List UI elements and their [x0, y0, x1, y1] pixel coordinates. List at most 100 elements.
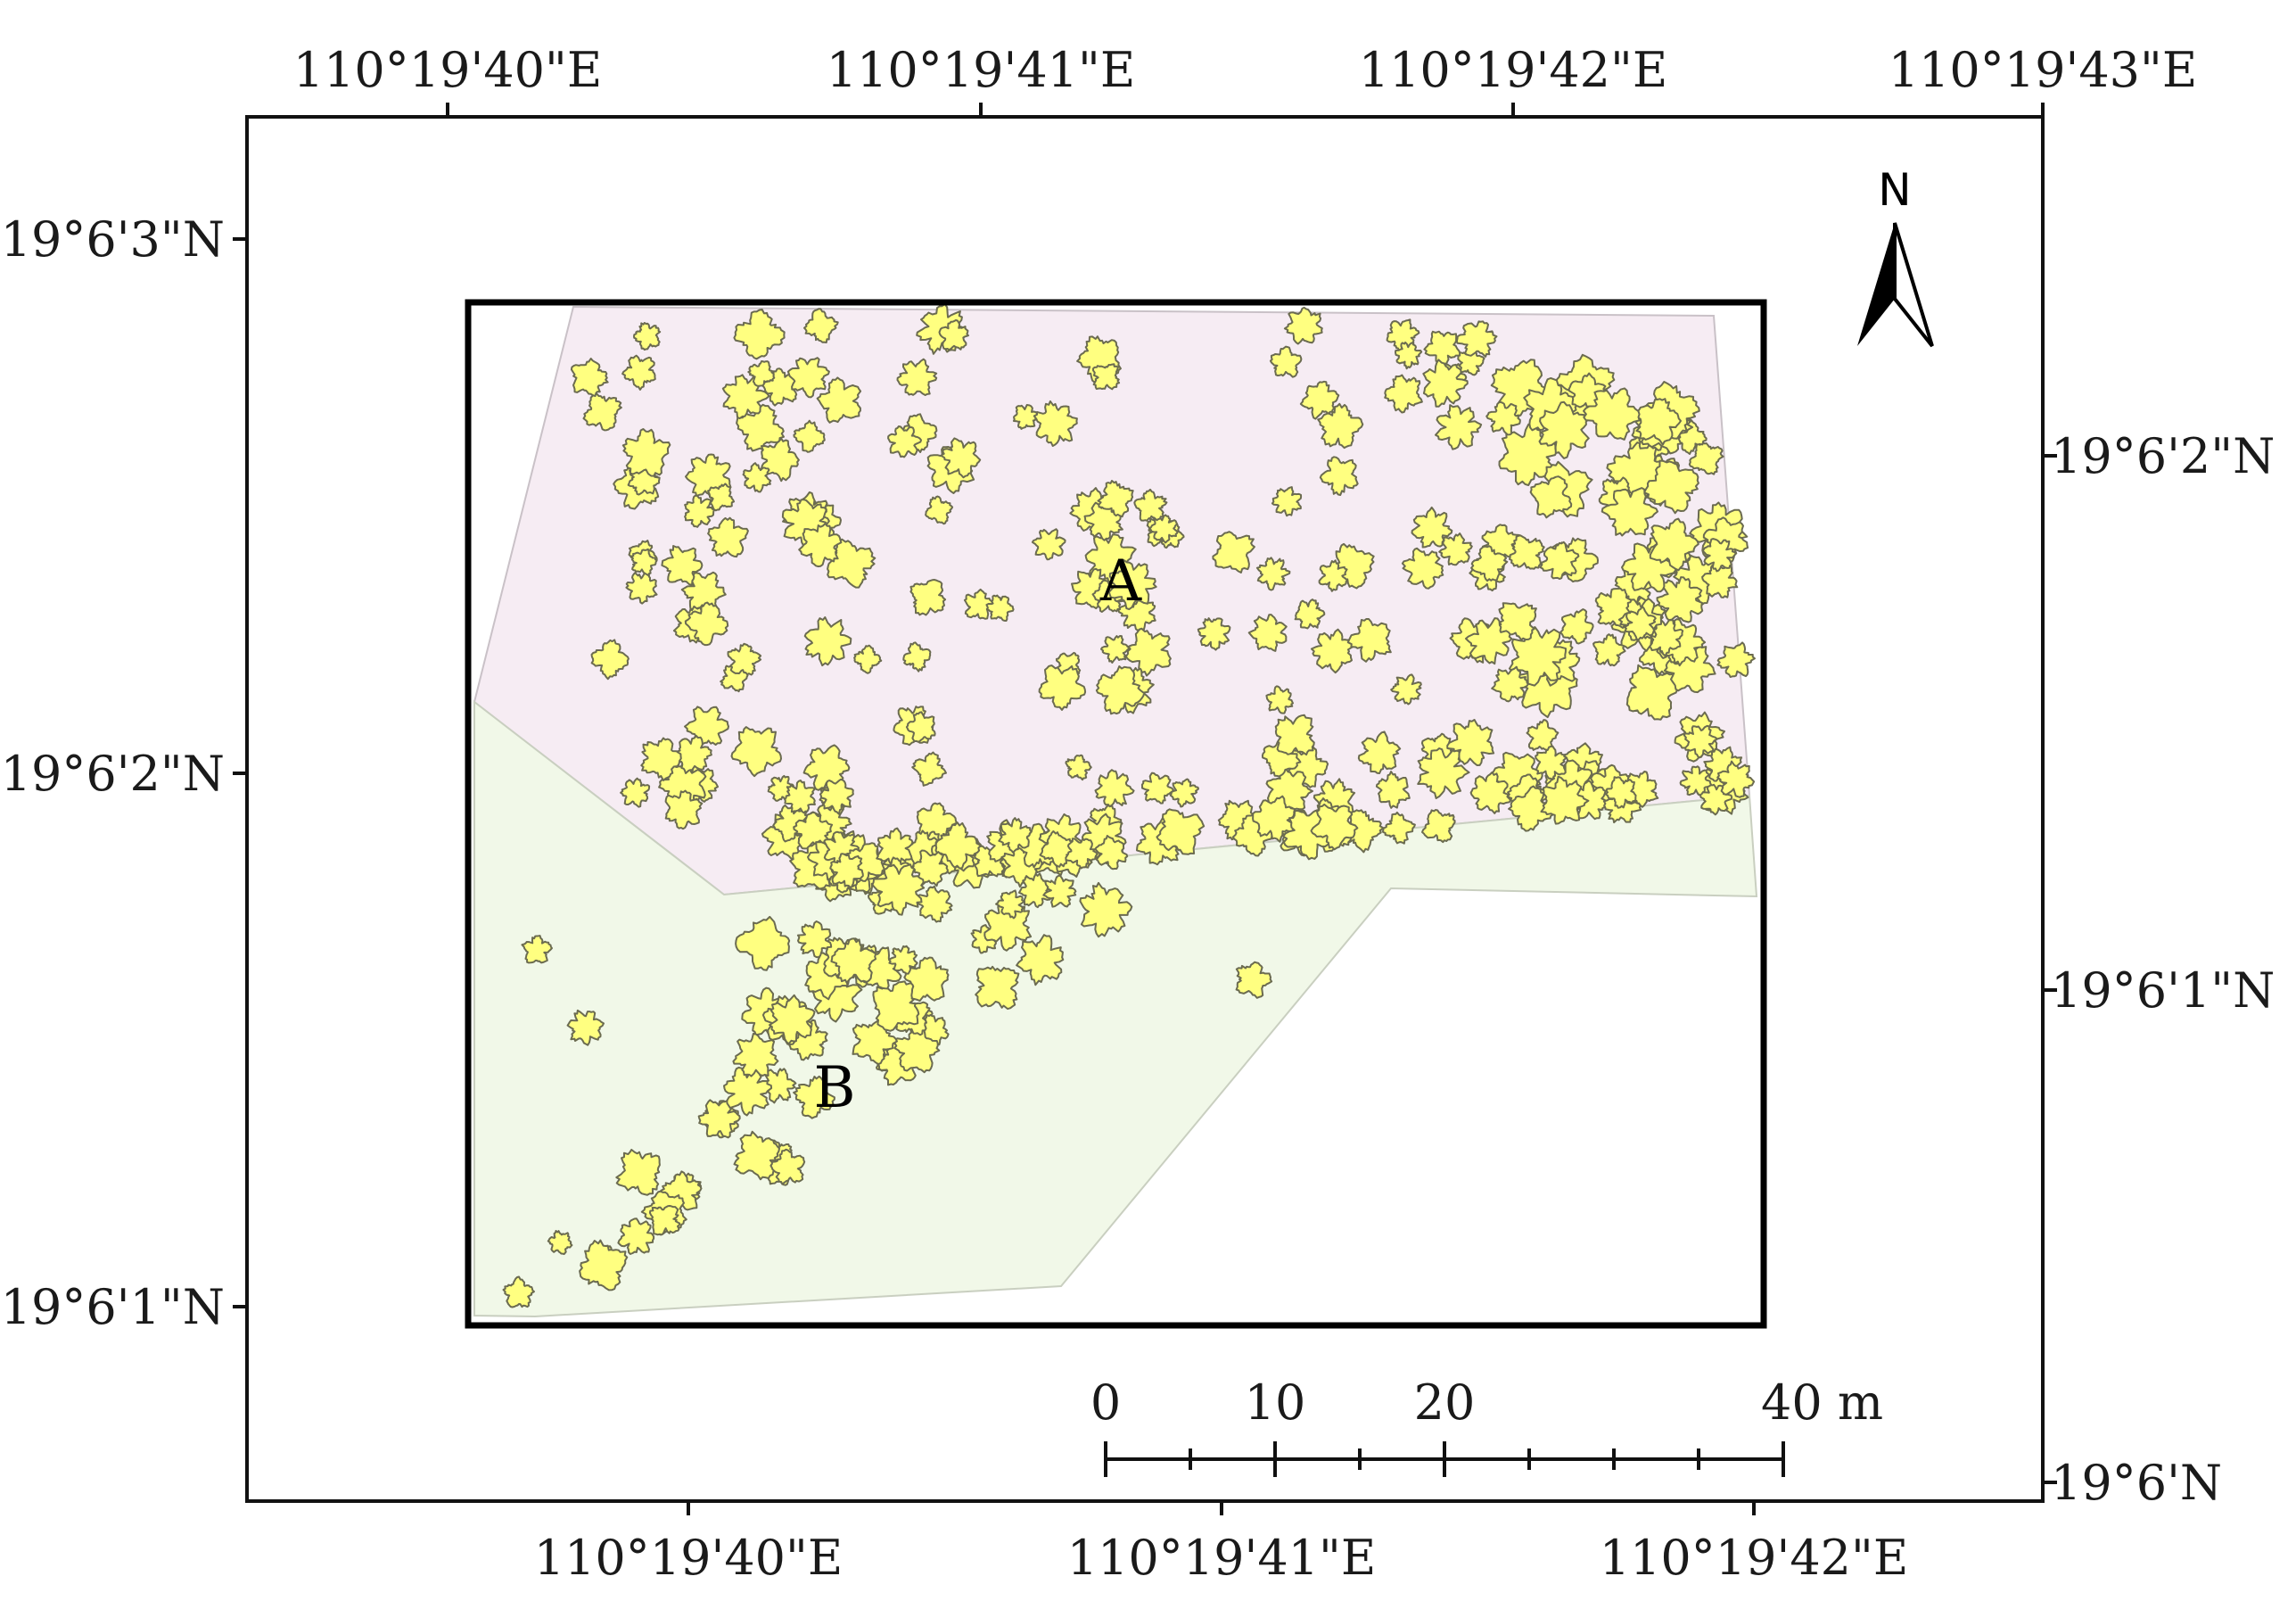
north-arrow: N [1857, 164, 1934, 348]
tree-crown [1485, 400, 1521, 436]
left-lat-label-2: 19°6'2"N [1, 746, 225, 802]
tree-crown [1065, 838, 1099, 870]
tree-crown [1319, 456, 1359, 496]
tree-crown [1683, 724, 1718, 759]
left-latitude-labels: 19°6'3"N 19°6'2"N 19°6'1"N [1, 211, 225, 1335]
tree-crown [798, 523, 843, 568]
tree-crown [902, 641, 932, 673]
tree-crown [1679, 765, 1712, 796]
tree-crown [1310, 803, 1359, 851]
tree-crown [1559, 608, 1594, 645]
tree-crown [521, 935, 553, 964]
tree-crown [1540, 775, 1590, 825]
tree-crown [940, 437, 982, 479]
top-lon-label-2: 110°19'41"E [827, 42, 1136, 98]
tree-crown [1529, 475, 1573, 519]
tree-crown [934, 821, 983, 870]
tree-crown [1038, 664, 1087, 711]
tree-crown [784, 780, 816, 814]
tree-crown [1169, 778, 1199, 808]
tree-crown [1435, 404, 1483, 450]
tree-crown [916, 885, 953, 923]
tree-crown [1097, 480, 1134, 518]
tree-crown [1508, 785, 1555, 832]
tree-crown [1346, 618, 1392, 663]
tree-crown [736, 403, 785, 452]
tree-crown [547, 1230, 573, 1256]
tree-crown [1012, 404, 1040, 430]
tree-crown [1643, 459, 1699, 515]
tree-crown [1310, 628, 1355, 674]
tree-crown [876, 827, 914, 870]
tree-crown [1438, 532, 1473, 566]
tree-crown [761, 437, 800, 483]
tree-crown [893, 1025, 941, 1074]
tree-crown [1465, 617, 1513, 665]
tree-crown [1140, 772, 1174, 805]
tree-crown [733, 309, 786, 360]
tree-crown [1124, 627, 1172, 677]
right-latitude-labels: 19°6'2"N 19°6'1"N 19°6'N [2051, 428, 2275, 1511]
tree-crowns [502, 302, 1756, 1308]
tree-crown [853, 644, 883, 674]
tree-crown [995, 889, 1025, 920]
tree-crown [998, 817, 1033, 854]
tree-crown [1252, 795, 1297, 843]
tree-crown [640, 737, 682, 781]
tree-crown [1133, 488, 1168, 522]
tree-crown [796, 920, 833, 959]
tree-crown [1649, 517, 1699, 572]
tree-crown [1508, 624, 1567, 687]
tree-crown [871, 863, 926, 916]
bottom-longitude-labels: 110°19'40"E 110°19'41"E 110°19'42"E [534, 1530, 1909, 1586]
tree-crown [579, 1239, 629, 1292]
tree-crown [963, 588, 995, 620]
tree-crown [1421, 809, 1456, 844]
scale-label-40: 40 m [1761, 1374, 1883, 1431]
tree-crown [1299, 380, 1340, 420]
tree-crown [1601, 487, 1658, 537]
tree-crown [769, 1148, 806, 1185]
tree-crown [1395, 341, 1423, 370]
zone-a-label: A [1099, 549, 1142, 615]
scale-bar: 0 10 20 40 m [1090, 1374, 1883, 1477]
tree-crown [1094, 835, 1129, 871]
tree-crown [830, 937, 877, 984]
tree-crown [1446, 719, 1495, 766]
tree-crown [684, 706, 729, 746]
tree-crown [633, 322, 662, 351]
tree-crown [617, 1217, 655, 1255]
tree-crown [620, 777, 651, 808]
tree-crown [684, 494, 715, 528]
tree-crown [1065, 754, 1092, 781]
tree-crown [909, 579, 947, 616]
tree-crown [1604, 776, 1637, 809]
tree-crown [747, 360, 776, 387]
tree-crown [1701, 538, 1737, 573]
tree-crown [1156, 808, 1206, 855]
tree-crown [888, 945, 918, 975]
left-lat-label-3: 19°6'1"N [1, 1279, 225, 1335]
tree-crown [732, 1032, 779, 1077]
tree-crown [1509, 534, 1545, 570]
tree-crown [1357, 730, 1402, 774]
tree-crown [1470, 545, 1509, 582]
tree-crown [621, 354, 656, 391]
tree-crown [730, 726, 782, 778]
tree-crown [1384, 374, 1423, 414]
tree-crown [1401, 547, 1444, 590]
tree-crown [615, 1149, 661, 1196]
tree-crown [1634, 398, 1682, 446]
tree-crown [661, 545, 704, 586]
tree-crown [896, 358, 938, 396]
tree-crown [1455, 320, 1498, 358]
top-longitude-labels: 110°19'40"E 110°19'41"E 110°19'42"E 110°… [293, 42, 2198, 98]
tree-crown [793, 1075, 835, 1119]
tree-crown [707, 483, 736, 512]
top-lon-label-3: 110°19'42"E [1359, 42, 1668, 98]
zone-b-label: B [813, 1055, 855, 1121]
tree-crown [1422, 359, 1469, 408]
scale-bar-ticks [1104, 1441, 1785, 1477]
tree-crown [1016, 934, 1065, 986]
